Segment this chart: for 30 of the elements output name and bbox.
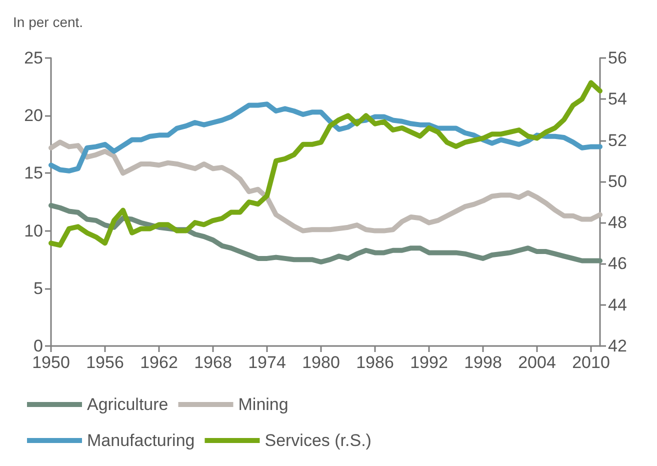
legend-label: Manufacturing bbox=[87, 431, 195, 450]
legend-label: Mining bbox=[238, 395, 288, 414]
x-tick-label: 1980 bbox=[302, 353, 340, 372]
x-tick-label: 1956 bbox=[86, 353, 124, 372]
y-tick-label: 10 bbox=[24, 221, 43, 240]
y2-tick-label: 56 bbox=[608, 48, 627, 68]
y2-tick-label: 44 bbox=[608, 295, 627, 314]
y2-tick-label: 46 bbox=[608, 254, 627, 274]
y-tick-label: 25 bbox=[24, 48, 43, 68]
x-tick-label: 1968 bbox=[194, 353, 232, 372]
y-tick-label: 20 bbox=[24, 106, 43, 126]
y-tick-label: 5 bbox=[34, 278, 43, 298]
legend-label: Services (r.S.) bbox=[264, 431, 372, 450]
x-tick-label: 1974 bbox=[248, 353, 286, 372]
x-tick-label: 2004 bbox=[518, 353, 556, 372]
y2-tick-label: 50 bbox=[608, 172, 627, 191]
x-tick-label: 1986 bbox=[356, 353, 394, 372]
x-tick-label: 1992 bbox=[410, 353, 448, 372]
x-tick-label: 1950 bbox=[32, 353, 70, 372]
chart-title: In per cent. bbox=[13, 14, 84, 30]
y2-tick-label: 42 bbox=[608, 336, 627, 356]
y-tick-label: 0 bbox=[34, 336, 43, 356]
y2-tick-label: 54 bbox=[608, 90, 627, 109]
x-tick-label: 2010 bbox=[572, 353, 610, 372]
y2-tick-label: 48 bbox=[608, 213, 627, 232]
legend-label: Agriculture bbox=[87, 395, 168, 414]
x-tick-label: 1998 bbox=[464, 353, 502, 372]
y-tick-label: 15 bbox=[24, 164, 43, 183]
y2-tick-label: 52 bbox=[608, 130, 627, 150]
x-tick-label: 1962 bbox=[140, 353, 178, 372]
